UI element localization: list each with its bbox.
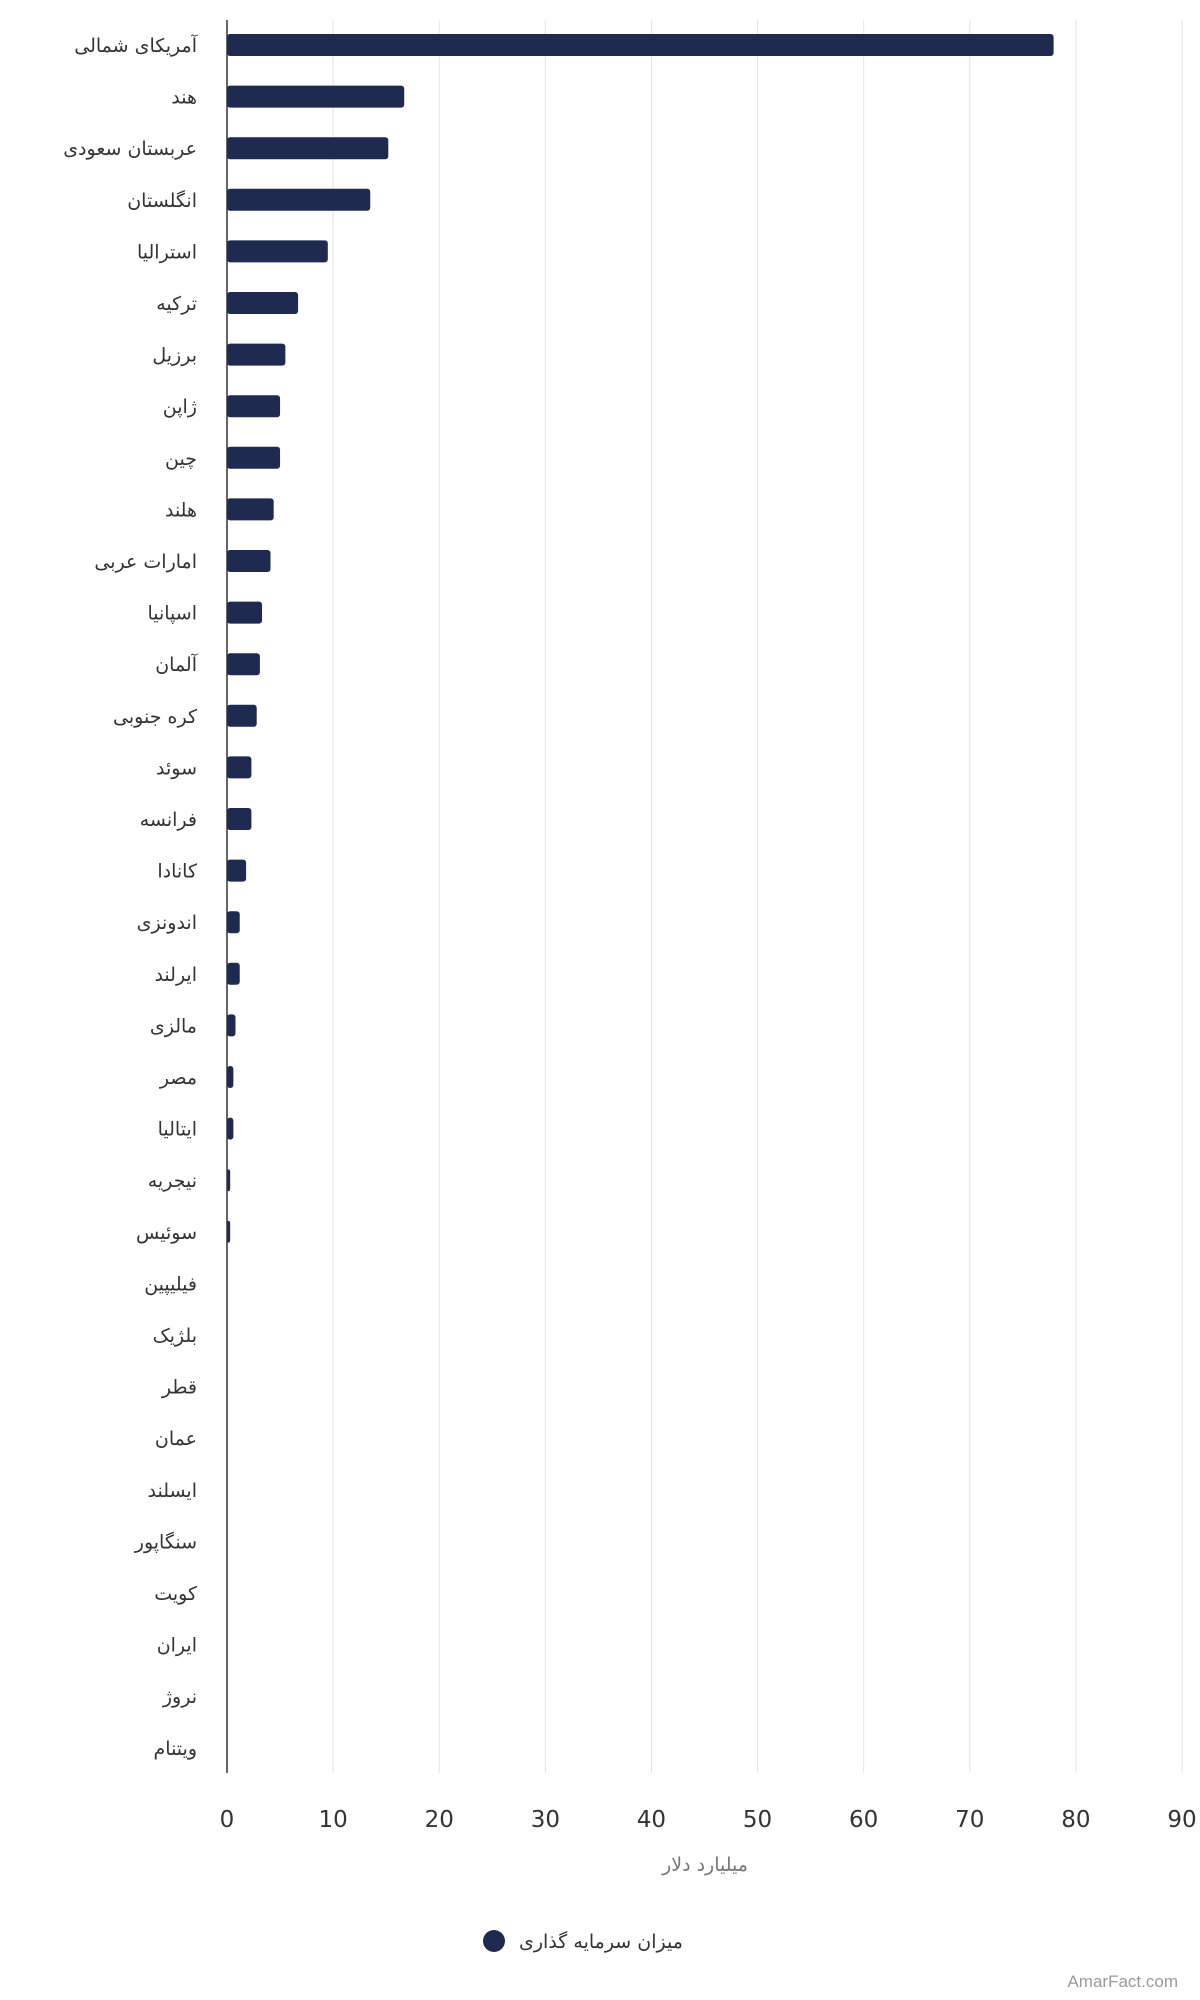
category-label: اسپانیا bbox=[147, 603, 197, 625]
x-tick-label: 70 bbox=[955, 1807, 984, 1833]
category-label: مصر bbox=[159, 1067, 197, 1089]
category-label: هند bbox=[171, 87, 197, 109]
bar[interactable] bbox=[227, 34, 1054, 56]
category-label: ویتنام bbox=[154, 1738, 197, 1760]
bar[interactable] bbox=[227, 292, 299, 314]
category-label: آلمان bbox=[155, 652, 198, 676]
bar[interactable] bbox=[227, 859, 247, 882]
x-axis-title: میلیارد دلار bbox=[661, 1854, 748, 1876]
x-tick-label: 20 bbox=[425, 1807, 454, 1833]
x-tick-label: 10 bbox=[318, 1807, 347, 1833]
x-tick-label: 30 bbox=[531, 1807, 560, 1833]
category-label: ترکیه bbox=[156, 293, 197, 315]
legend-label: میزان سرمایه گذاری bbox=[519, 1930, 683, 1953]
x-tick-label: 60 bbox=[849, 1807, 878, 1833]
bar[interactable] bbox=[227, 188, 371, 211]
category-label: نروژ bbox=[162, 1686, 197, 1708]
category-label: انگلستان bbox=[127, 189, 197, 212]
category-label: امارات عربی bbox=[94, 551, 197, 573]
bar[interactable] bbox=[227, 1014, 236, 1037]
category-label: عمان bbox=[155, 1428, 197, 1450]
category-label: فرانسه bbox=[140, 809, 197, 831]
x-tick-label: 0 bbox=[220, 1807, 235, 1833]
category-label: کره جنوبی bbox=[113, 706, 198, 728]
category-label: کویت bbox=[154, 1583, 198, 1605]
bar[interactable] bbox=[227, 343, 286, 366]
bar[interactable] bbox=[227, 240, 328, 263]
category-label: سنگاپور bbox=[134, 1530, 197, 1553]
bars bbox=[227, 34, 1054, 1243]
category-labels: آمریکای شمالی هند عربستان سعودی انگلستان است… bbox=[63, 33, 198, 1760]
category-label: سوئد bbox=[156, 757, 197, 779]
bar[interactable] bbox=[227, 498, 274, 521]
gridlines bbox=[332, 20, 1183, 1773]
x-tick-labels: 0 10 20 30 40 50 60 70 80 90 bbox=[220, 1807, 1197, 1833]
category-label: هلند bbox=[165, 499, 197, 521]
bar[interactable] bbox=[227, 446, 281, 469]
bar[interactable] bbox=[227, 395, 281, 418]
category-label: چین bbox=[165, 448, 197, 470]
legend-marker-icon bbox=[483, 1930, 505, 1952]
category-label: فیلیپین bbox=[144, 1273, 197, 1295]
bar[interactable] bbox=[227, 137, 389, 160]
watermark: AmarFact.com bbox=[1067, 1972, 1178, 1991]
category-label: کانادا bbox=[157, 861, 198, 883]
bar[interactable] bbox=[227, 85, 405, 108]
bar[interactable] bbox=[227, 601, 263, 624]
category-label: برزیل bbox=[152, 345, 197, 367]
bar[interactable] bbox=[227, 1220, 231, 1243]
bar[interactable] bbox=[227, 808, 252, 830]
category-label: ایرلند bbox=[154, 964, 197, 986]
category-label: اندونزی bbox=[137, 912, 197, 934]
bar[interactable] bbox=[227, 756, 252, 779]
category-label: ژاپن bbox=[163, 396, 197, 418]
bar[interactable] bbox=[227, 1169, 231, 1192]
category-label: آمریکای شمالی bbox=[74, 33, 197, 57]
category-label: ایسلند bbox=[147, 1480, 197, 1502]
x-tick-label: 80 bbox=[1061, 1807, 1090, 1833]
category-label: ایران bbox=[157, 1635, 197, 1657]
bar[interactable] bbox=[227, 550, 271, 572]
category-label: سوئیس bbox=[136, 1222, 197, 1244]
bar[interactable] bbox=[227, 704, 257, 727]
x-tick-label: 50 bbox=[743, 1807, 772, 1833]
x-tick-label: 40 bbox=[637, 1807, 666, 1833]
category-label: مالزی bbox=[150, 1015, 197, 1037]
x-tick-label: 90 bbox=[1167, 1807, 1196, 1833]
category-label: بلژیک bbox=[153, 1325, 197, 1347]
bar[interactable] bbox=[227, 653, 260, 676]
bar[interactable] bbox=[227, 962, 240, 985]
category-label: نیجریه bbox=[148, 1170, 197, 1192]
legend[interactable]: میزان سرمایه گذاری bbox=[483, 1930, 683, 1953]
bar[interactable] bbox=[227, 1066, 234, 1088]
category-label: عربستان سعودی bbox=[63, 138, 197, 160]
bar[interactable] bbox=[227, 1117, 234, 1140]
category-label: ایتالیا bbox=[158, 1119, 197, 1141]
category-label: استرالیا bbox=[137, 241, 197, 263]
category-label: قطر bbox=[161, 1377, 197, 1399]
bar[interactable] bbox=[227, 911, 240, 934]
